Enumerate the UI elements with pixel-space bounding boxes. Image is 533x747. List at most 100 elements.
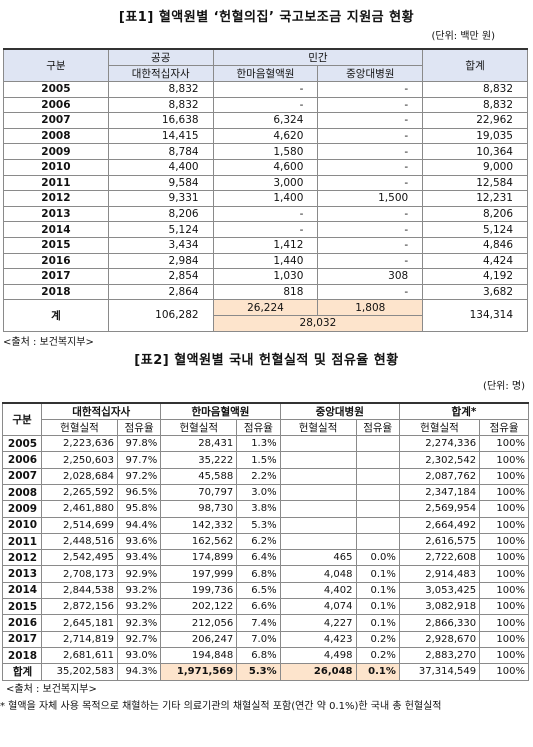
value-cell: 3,000: [212, 174, 319, 192]
value-cell: [279, 532, 357, 551]
value-cell: 194,848: [160, 646, 238, 665]
value-cell: 9,000: [422, 158, 528, 176]
value-cell: 2,714,819: [41, 630, 118, 648]
table-row: 2015 2,872,156 93.2% 202,122 6.6% 4,074 0.1% 3,…: [1, 598, 529, 616]
year-cell: 2012: [3, 190, 109, 207]
header-cell: 구분: [3, 48, 109, 82]
table-row: 2006 8,832- -8,832: [3, 96, 528, 114]
year-cell: 2014: [1, 581, 43, 600]
value-cell: 2,928,670: [398, 630, 481, 648]
header-cell: 점유율: [479, 418, 529, 437]
total-cell: 100%: [479, 663, 529, 681]
value-cell: 19,035: [422, 127, 528, 145]
value-cell: 96.5%: [116, 483, 162, 502]
value-cell: 0.2%: [355, 630, 400, 648]
value-cell: [355, 451, 400, 469]
value-cell: 97.2%: [116, 467, 162, 485]
table-row: 2017 2,714,819 92.7% 206,247 7.0% 4,423 0.2% 2,…: [1, 630, 529, 648]
value-cell: 10,364: [422, 143, 528, 160]
value-cell: 0.2%: [355, 646, 400, 665]
value-cell: [355, 516, 400, 534]
year-cell: 2016: [1, 614, 43, 632]
year-cell: 2015: [1, 598, 43, 616]
table1-title: [표1] 혈액원별 ‘헌혈의집’ 국고보조금 지원금 현황: [118, 10, 415, 25]
value-cell: 9,584: [107, 174, 214, 192]
value-cell: 2,708,173: [41, 565, 118, 583]
value-cell: [279, 483, 357, 502]
value-cell: 97.7%: [116, 451, 162, 469]
value-cell: 3,082,918: [398, 598, 481, 616]
table1: 구분 공공 민간 합계 대한적십자사 한마음혈액원 중앙대병원 2005 8,83…: [3, 48, 528, 332]
value-cell: 92.3%: [116, 614, 162, 632]
value-cell: 22,962: [422, 112, 528, 129]
value-cell: 3,434: [107, 236, 214, 254]
value-cell: 2,722,608: [398, 549, 481, 567]
year-cell: 2008: [1, 483, 43, 502]
table2-unit: (단위: 명): [483, 380, 525, 392]
value-cell: 2,681,611: [41, 646, 118, 665]
total-cell: 94.3%: [116, 663, 162, 681]
total-cell: 5.3%: [236, 663, 281, 681]
table-row: 2010 4,400 4,600-9,000: [3, 158, 528, 176]
value-cell: 12,584: [422, 174, 528, 192]
total-label: 계: [3, 299, 109, 332]
header-cell: 헌혈실적: [279, 418, 357, 437]
value-cell: 2,569,954: [398, 500, 481, 518]
total-row: 합계 35,202,583 94.3% 1,971,569 5.3% 26,048 0.1%…: [1, 663, 529, 681]
table-row: 2014 5,124- -5,124: [3, 221, 528, 238]
value-cell: 212,056: [160, 614, 238, 632]
table-row: 2009 8,784 1,580-10,364: [3, 143, 528, 160]
table-row: 2015 3,434 1,412-4,846: [3, 236, 528, 254]
table2-title: [표2] 혈액원별 국내 헌혈실적 및 점유율 현황: [134, 352, 399, 368]
value-cell: 4,074: [279, 598, 357, 616]
year-cell: 2017: [3, 268, 109, 285]
year-cell: 2014: [3, 221, 109, 238]
table1-source: <출처 : 보건복지부>: [3, 336, 94, 348]
table-row: 2018 2,864 818-3,682: [3, 283, 528, 301]
value-cell: 2,223,636: [41, 435, 118, 453]
value-cell: 4,192: [422, 268, 528, 285]
value-cell: 2,250,603: [41, 451, 118, 469]
value-cell: 2,872,156: [41, 598, 118, 616]
year-cell: 2013: [3, 205, 109, 223]
value-cell: 2,514,699: [41, 516, 118, 534]
value-cell: 8,832: [422, 96, 528, 114]
value-cell: 2,087,762: [398, 467, 481, 485]
value-cell: 1.5%: [236, 451, 281, 469]
header-cell: 한마음혈액원: [160, 402, 281, 420]
value-cell: 1,400: [212, 190, 319, 207]
value-cell: 92.9%: [116, 565, 162, 583]
value-cell: 206,247: [160, 630, 238, 648]
value-cell: [279, 451, 357, 469]
table2-source: <출처 : 보건복지부>: [6, 683, 97, 695]
value-cell: [279, 500, 357, 518]
value-cell: 2,883,270: [398, 646, 481, 665]
total-cell: 106,282: [107, 299, 214, 332]
value-cell: 100%: [479, 516, 529, 534]
value-cell: -: [317, 81, 424, 98]
table-row: 2008 14,415 4,620-19,035: [3, 127, 528, 145]
value-cell: 2,347,184: [398, 483, 481, 502]
total-row: 계 106,282 26,224 1,808 134,314: [3, 299, 528, 332]
value-cell: 1,412: [212, 236, 319, 254]
value-cell: 93.2%: [116, 581, 162, 600]
value-cell: -: [317, 283, 424, 301]
value-cell: 9,331: [107, 190, 214, 207]
value-cell: 0.0%: [355, 549, 400, 567]
value-cell: 6.6%: [236, 598, 281, 616]
value-cell: 1.3%: [236, 435, 281, 453]
value-cell: -: [317, 236, 424, 254]
value-cell: [279, 467, 357, 485]
value-cell: 6,324: [212, 112, 319, 129]
table-row: 2012 9,331 1,400 1,500 12,231: [3, 190, 528, 207]
value-cell: 4,048: [279, 565, 357, 583]
value-cell: -: [212, 81, 319, 98]
header-cell: 헌혈실적: [41, 418, 118, 437]
header-cell: 중앙대병원: [279, 402, 400, 420]
header-cell: 한마음혈액원: [212, 65, 319, 82]
table-row: 2014 2,844,538 93.2% 199,736 6.5% 4,402 0.1% 3,…: [1, 581, 529, 600]
value-cell: 100%: [479, 549, 529, 567]
